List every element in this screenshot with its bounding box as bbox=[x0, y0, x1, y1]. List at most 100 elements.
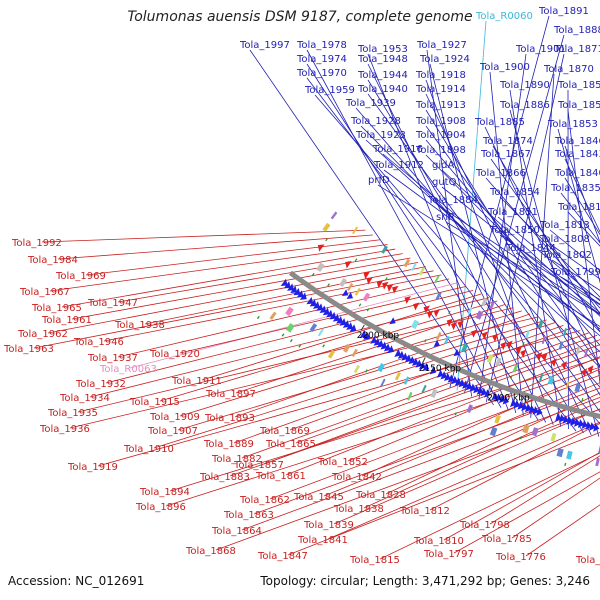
forward-gene-label: Tola_1871 bbox=[553, 44, 600, 55]
feature-marker bbox=[424, 339, 427, 343]
connector-line bbox=[560, 192, 600, 244]
feature-marker bbox=[325, 238, 328, 242]
feature-marker bbox=[365, 369, 368, 373]
forward-gene-arrow bbox=[469, 383, 476, 392]
reverse-gene-label: Tola_1828 bbox=[355, 490, 406, 501]
connector-line bbox=[445, 221, 600, 315]
forward-gene-label: Tola_1953 bbox=[357, 44, 408, 55]
forward-gene-label: Tola_1944 bbox=[357, 70, 408, 81]
feature-block bbox=[556, 448, 564, 458]
feature-block bbox=[486, 354, 494, 364]
connector-line bbox=[263, 339, 600, 465]
reverse-gene-label: Tola_1947 bbox=[87, 298, 138, 309]
connector-line bbox=[449, 15, 550, 388]
feature-marker bbox=[327, 283, 330, 287]
forward-gene-label: Tola_1997 bbox=[239, 40, 290, 51]
forward-gene-label: Tola_1885 bbox=[474, 117, 525, 128]
feature-block bbox=[475, 310, 484, 320]
reverse-gene-label: Tola_1838 bbox=[333, 504, 384, 515]
forward-gene-label: Tola_1901 bbox=[515, 44, 566, 55]
connector-line bbox=[287, 432, 600, 556]
accession-text: Accession: NC_012691 bbox=[8, 574, 145, 588]
forward-gene-arrow bbox=[389, 317, 396, 325]
forward-gene-arrow bbox=[342, 320, 350, 328]
forward-gene-label: Tola_1913 bbox=[415, 100, 466, 111]
reverse-gene-label: Tola_1915 bbox=[129, 397, 180, 408]
forward-gene-label: Tola_1874 bbox=[482, 136, 533, 147]
feature-marker bbox=[564, 462, 567, 467]
forward-gene-arrow bbox=[517, 401, 524, 410]
reverse-gene-label: Tola_1919 bbox=[67, 462, 118, 473]
connector-line bbox=[153, 322, 556, 449]
tick-mark bbox=[422, 357, 426, 364]
forward-gene-arrow bbox=[558, 414, 566, 423]
connector-line bbox=[425, 109, 600, 396]
forward-gene-arrow bbox=[383, 343, 391, 352]
connector-line bbox=[314, 94, 600, 425]
forward-gene-arrow bbox=[532, 406, 539, 415]
reverse-gene-label: Tola_1852 bbox=[317, 457, 368, 468]
connector-line bbox=[425, 139, 600, 346]
forward-gene-arrow bbox=[287, 283, 294, 291]
reverse-gene-arrow bbox=[446, 318, 453, 327]
forward-gene-label: Tola_1840 bbox=[554, 168, 600, 179]
connector-line bbox=[253, 387, 600, 515]
reverse-gene-label: Tola_1946 bbox=[73, 337, 124, 348]
reverse-gene-arrow bbox=[317, 244, 325, 252]
forward-gene-label: Tola_1978 bbox=[296, 40, 347, 51]
connector-line bbox=[425, 93, 592, 436]
connector-line bbox=[379, 452, 600, 560]
reverse-gene-arrow bbox=[541, 353, 548, 362]
forward-gene-arrow bbox=[293, 287, 301, 296]
forward-gene-label: Tola_1855 bbox=[557, 100, 600, 111]
feature-block bbox=[435, 291, 442, 301]
connector-line bbox=[69, 316, 539, 429]
forward-gene-arrow bbox=[581, 420, 588, 429]
feature-block bbox=[541, 335, 546, 345]
connector-line bbox=[489, 455, 600, 525]
reverse-gene-arrow bbox=[426, 310, 434, 319]
feature-block bbox=[403, 258, 411, 268]
reverse-gene-label: Tola_1984 bbox=[27, 255, 78, 266]
forward-gene-label: Tola_1850 bbox=[489, 225, 540, 236]
reverse-gene-label: Tola_1937 bbox=[87, 353, 138, 364]
reverse-gene-arrow bbox=[506, 340, 513, 350]
connector-line bbox=[564, 177, 600, 236]
forward-gene-arrow bbox=[319, 305, 327, 314]
connector-line bbox=[437, 204, 600, 315]
feature-block bbox=[481, 297, 488, 307]
forward-gene-arrow bbox=[401, 352, 409, 361]
forward-gene-label: Tola_1898 bbox=[415, 145, 466, 156]
forward-gene-arrow bbox=[376, 339, 384, 348]
reverse-gene-arrow bbox=[366, 276, 373, 285]
feature-block bbox=[537, 319, 544, 329]
reverse-gene-label: Tola_1883 bbox=[199, 472, 250, 483]
feature-block bbox=[362, 292, 371, 302]
forward-gene-arrow bbox=[524, 403, 532, 413]
connector-line bbox=[355, 107, 600, 388]
connector-line bbox=[177, 319, 547, 431]
reverse-gene-arrow bbox=[376, 280, 384, 289]
feature-block bbox=[316, 262, 325, 272]
forward-gene-arrow bbox=[536, 407, 543, 416]
connector-line bbox=[515, 252, 600, 306]
forward-gene-label: Tola_1799 bbox=[550, 267, 600, 278]
feature-block bbox=[330, 211, 338, 220]
feature-block bbox=[406, 392, 413, 401]
feature-marker bbox=[581, 398, 584, 402]
feature-block bbox=[467, 306, 473, 316]
forward-gene-arrow bbox=[458, 378, 466, 388]
forward-gene-arrow bbox=[316, 303, 324, 311]
reverse-gene-label: Tola_1896 bbox=[135, 502, 186, 513]
reverse-gene-label: Tola_1962 bbox=[17, 329, 68, 340]
reverse-gene-label: Tola_1847 bbox=[257, 551, 308, 562]
feature-block bbox=[354, 287, 361, 296]
feature-block bbox=[562, 328, 568, 337]
reverse-gene-arrow bbox=[597, 370, 600, 375]
forward-gene-label: Tola_1866 bbox=[475, 168, 526, 179]
reverse-gene-label: Tola_1869 bbox=[259, 426, 310, 437]
reverse-gene-label: Tola_1938 bbox=[114, 320, 165, 331]
forward-gene-arrow bbox=[436, 369, 444, 378]
reverse-gene-arrow bbox=[536, 352, 543, 361]
